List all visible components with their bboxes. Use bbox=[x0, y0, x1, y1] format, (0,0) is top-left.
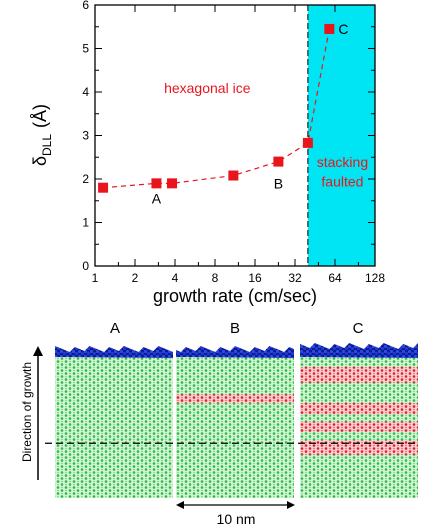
x-tick-label: 64 bbox=[328, 271, 342, 285]
liquid-surface-layer bbox=[55, 346, 173, 358]
y-tick-label: 2 bbox=[82, 172, 89, 186]
stacking-fault-band bbox=[300, 421, 418, 432]
data-point-marker bbox=[302, 137, 313, 148]
x-tick-label: 2 bbox=[132, 271, 139, 285]
stacking-faulted-region bbox=[307, 5, 375, 266]
y-tick-label: 6 bbox=[82, 0, 89, 12]
point-label-b: B bbox=[274, 175, 283, 191]
scale-bar-right-arrow bbox=[287, 501, 295, 509]
faulted-label: faulted bbox=[321, 173, 363, 189]
scale-bar-left-arrow bbox=[176, 501, 184, 509]
y-axis-subscript: DLL bbox=[40, 134, 54, 156]
x-tick-label: 8 bbox=[212, 271, 219, 285]
y-axis-symbol: δ bbox=[30, 156, 50, 166]
y-tick-label: 0 bbox=[82, 259, 89, 273]
x-tick-label: 32 bbox=[288, 271, 302, 285]
liquid-surface-layer bbox=[300, 343, 418, 358]
snapshot-panel-c bbox=[300, 343, 418, 498]
data-point-marker bbox=[273, 156, 284, 167]
x-tick-label: 4 bbox=[172, 271, 179, 285]
growth-direction-arrowhead bbox=[33, 346, 43, 356]
series-dashed-line bbox=[103, 28, 330, 189]
stacking-fault-band bbox=[300, 366, 418, 383]
panel-label-a: A bbox=[110, 320, 120, 337]
stacking-fault-band bbox=[176, 394, 294, 403]
snapshot-panel-a bbox=[55, 346, 173, 498]
x-axis-label: growth rate (cm/sec) bbox=[153, 286, 317, 306]
stacking-fault-band bbox=[300, 402, 418, 415]
snapshot-panel-b bbox=[176, 346, 294, 498]
stacking-label: stacking bbox=[317, 154, 368, 170]
hexagonal-ice-lattice bbox=[176, 354, 294, 498]
growth-direction-label: Direction of growth bbox=[20, 362, 34, 462]
x-tick-label: 16 bbox=[248, 271, 262, 285]
y-axis: 0 1 2 3 4 5 6 bbox=[82, 0, 375, 273]
y-axis-label: δDLL (Å) bbox=[30, 104, 54, 166]
data-points bbox=[98, 23, 335, 193]
y-tick-label: 5 bbox=[82, 42, 89, 56]
data-point-marker bbox=[167, 178, 178, 189]
data-point-marker bbox=[324, 23, 335, 34]
hexagonal-ice-lattice bbox=[55, 354, 173, 498]
simulation-snapshots: A B C Direction of growth 10 nm bbox=[20, 320, 418, 527]
x-tick-label: 128 bbox=[365, 271, 385, 285]
x-tick-label: 1 bbox=[92, 271, 99, 285]
y-tick-label: 3 bbox=[82, 129, 89, 143]
stacking-fault-band bbox=[300, 440, 418, 455]
data-point-marker bbox=[151, 178, 162, 189]
panel-label-b: B bbox=[230, 320, 240, 337]
y-tick-label: 4 bbox=[82, 85, 89, 99]
liquid-surface-layer bbox=[176, 346, 294, 358]
point-label-a: A bbox=[152, 191, 162, 207]
point-label-c: C bbox=[338, 21, 348, 37]
x-axis: 1 2 4 8 16 32 64 128 bbox=[92, 5, 385, 285]
y-tick-label: 1 bbox=[82, 216, 89, 230]
point-labels: A B C bbox=[152, 21, 349, 207]
hexagonal-ice-label: hexagonal ice bbox=[164, 80, 251, 96]
data-point-marker bbox=[98, 182, 109, 193]
scale-bar-label: 10 nm bbox=[217, 511, 256, 527]
panel-label-c: C bbox=[353, 320, 364, 337]
y-axis-unit: (Å) bbox=[30, 104, 50, 128]
data-point-marker bbox=[228, 170, 239, 181]
